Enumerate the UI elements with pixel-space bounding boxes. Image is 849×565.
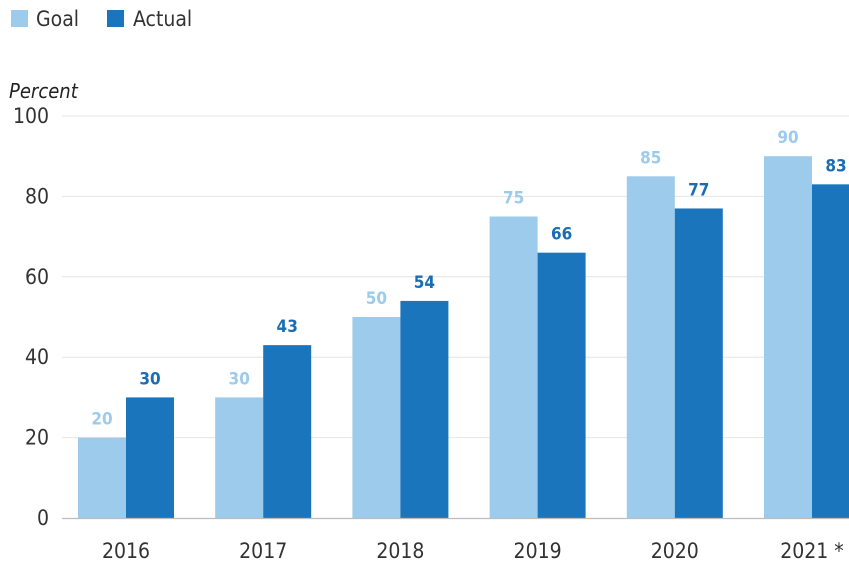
y-tick-label: 20 xyxy=(25,426,49,450)
bar-actual xyxy=(674,208,723,518)
x-tick-label: 2021 * xyxy=(780,539,844,563)
bar-actual xyxy=(126,397,174,518)
y-tick-label: 60 xyxy=(25,265,49,289)
data-label-actual: 30 xyxy=(139,369,160,389)
legend-swatch-goal xyxy=(11,10,28,27)
y-tick-label: 40 xyxy=(25,345,49,369)
data-label-actual: 77 xyxy=(688,180,709,200)
bar-actual xyxy=(263,345,312,518)
legend-label-goal: Goal xyxy=(36,7,79,31)
bar-goal xyxy=(626,176,675,519)
data-label-goal: 20 xyxy=(91,410,112,430)
x-tick-label: 2016 xyxy=(102,539,150,563)
data-label-goal: 90 xyxy=(777,128,798,148)
data-label-goal: 30 xyxy=(229,369,250,389)
bar-goal xyxy=(764,156,812,518)
data-label-goal: 50 xyxy=(366,289,387,309)
data-label-goal: 85 xyxy=(640,148,661,168)
bar-goal xyxy=(78,437,126,518)
y-tick-label: 80 xyxy=(25,184,49,208)
y-tick-label: 0 xyxy=(37,506,49,530)
x-tick-label: 2020 xyxy=(651,539,699,563)
bar-goal xyxy=(489,216,538,518)
legend: Goal Actual xyxy=(11,7,192,31)
data-label-actual: 43 xyxy=(277,317,298,337)
data-labels: 20 30 30 43 50 54 75 66 85 77 90 83 xyxy=(91,128,846,429)
bar-actual xyxy=(812,184,849,518)
x-axis-ticks: 2016 2017 2018 2019 2020 2021 * xyxy=(102,539,844,563)
x-tick-label: 2018 xyxy=(376,539,424,563)
bar-goal xyxy=(352,317,401,518)
bars xyxy=(78,156,849,519)
data-label-actual: 83 xyxy=(825,156,846,176)
data-label-actual: 54 xyxy=(414,273,435,293)
legend-swatch-actual xyxy=(107,10,124,27)
bar-goal xyxy=(215,397,264,518)
y-axis-label: Percent xyxy=(9,79,79,103)
data-label-goal: 75 xyxy=(503,189,524,209)
gridlines xyxy=(62,115,849,439)
bar-actual xyxy=(400,300,449,518)
legend-label-actual: Actual xyxy=(133,7,192,31)
bar-actual xyxy=(537,252,586,518)
y-axis-ticks: 0 20 40 60 80 100 xyxy=(13,104,49,530)
y-tick-label: 100 xyxy=(13,104,49,128)
x-tick-label: 2019 xyxy=(514,539,562,563)
data-label-actual: 66 xyxy=(551,225,572,245)
x-tick-label: 2017 xyxy=(239,539,287,563)
